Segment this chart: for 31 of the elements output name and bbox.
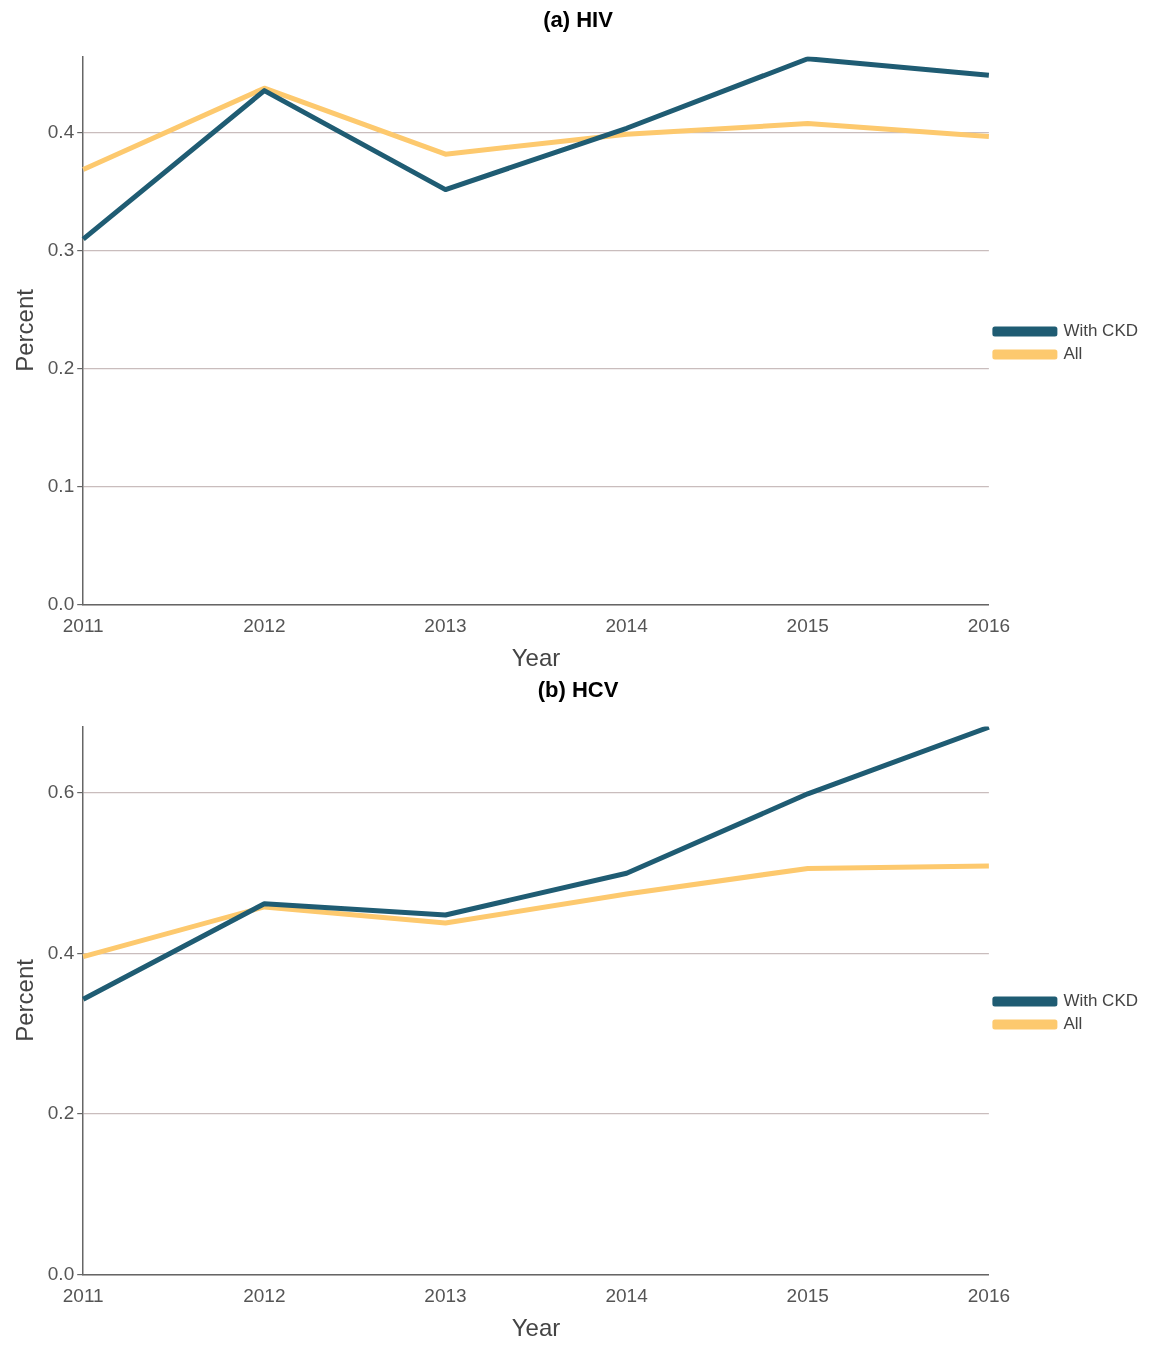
x-tick-label: 2016 — [967, 615, 1011, 637]
y-tick-label: 0.0 — [47, 1262, 75, 1284]
x-tick-label: 2015 — [786, 1285, 829, 1307]
legend-label: All — [1063, 1014, 1083, 1034]
y-tick-label: 0.6 — [47, 781, 75, 803]
x-tick-label: 2015 — [786, 615, 829, 637]
x-tick-label: 2012 — [243, 1285, 286, 1307]
y-tick-label: 0.3 — [47, 239, 75, 261]
x-tick-label: 2011 — [62, 615, 104, 637]
x-tick-label: 2013 — [424, 1285, 467, 1307]
legend-label: With CKD — [1063, 991, 1139, 1011]
x-tick-label: 2012 — [243, 615, 286, 637]
x-axis-title: Year — [511, 1314, 561, 1342]
x-axis-title: Year — [511, 644, 561, 672]
legend-label: All — [1063, 344, 1083, 364]
y-axis-title: Percent — [11, 288, 39, 372]
y-tick-label: 0.0 — [47, 592, 75, 614]
chart-title: (a) HIV — [543, 7, 614, 33]
legend-label: With CKD — [1063, 321, 1139, 341]
x-tick-label: 2014 — [605, 615, 649, 637]
y-axis-title: Percent — [11, 958, 39, 1042]
y-tick-label: 0.2 — [47, 1102, 75, 1124]
y-tick-label: 0.1 — [47, 474, 75, 496]
x-tick-label: 2011 — [62, 1285, 104, 1307]
x-tick-label: 2016 — [967, 1285, 1011, 1307]
chart-title: (b) HCV — [537, 677, 619, 703]
x-tick-label: 2013 — [424, 615, 467, 637]
y-tick-label: 0.2 — [47, 356, 75, 378]
y-tick-label: 0.4 — [47, 121, 75, 143]
x-tick-label: 2014 — [605, 1285, 649, 1307]
y-tick-label: 0.4 — [47, 941, 75, 963]
